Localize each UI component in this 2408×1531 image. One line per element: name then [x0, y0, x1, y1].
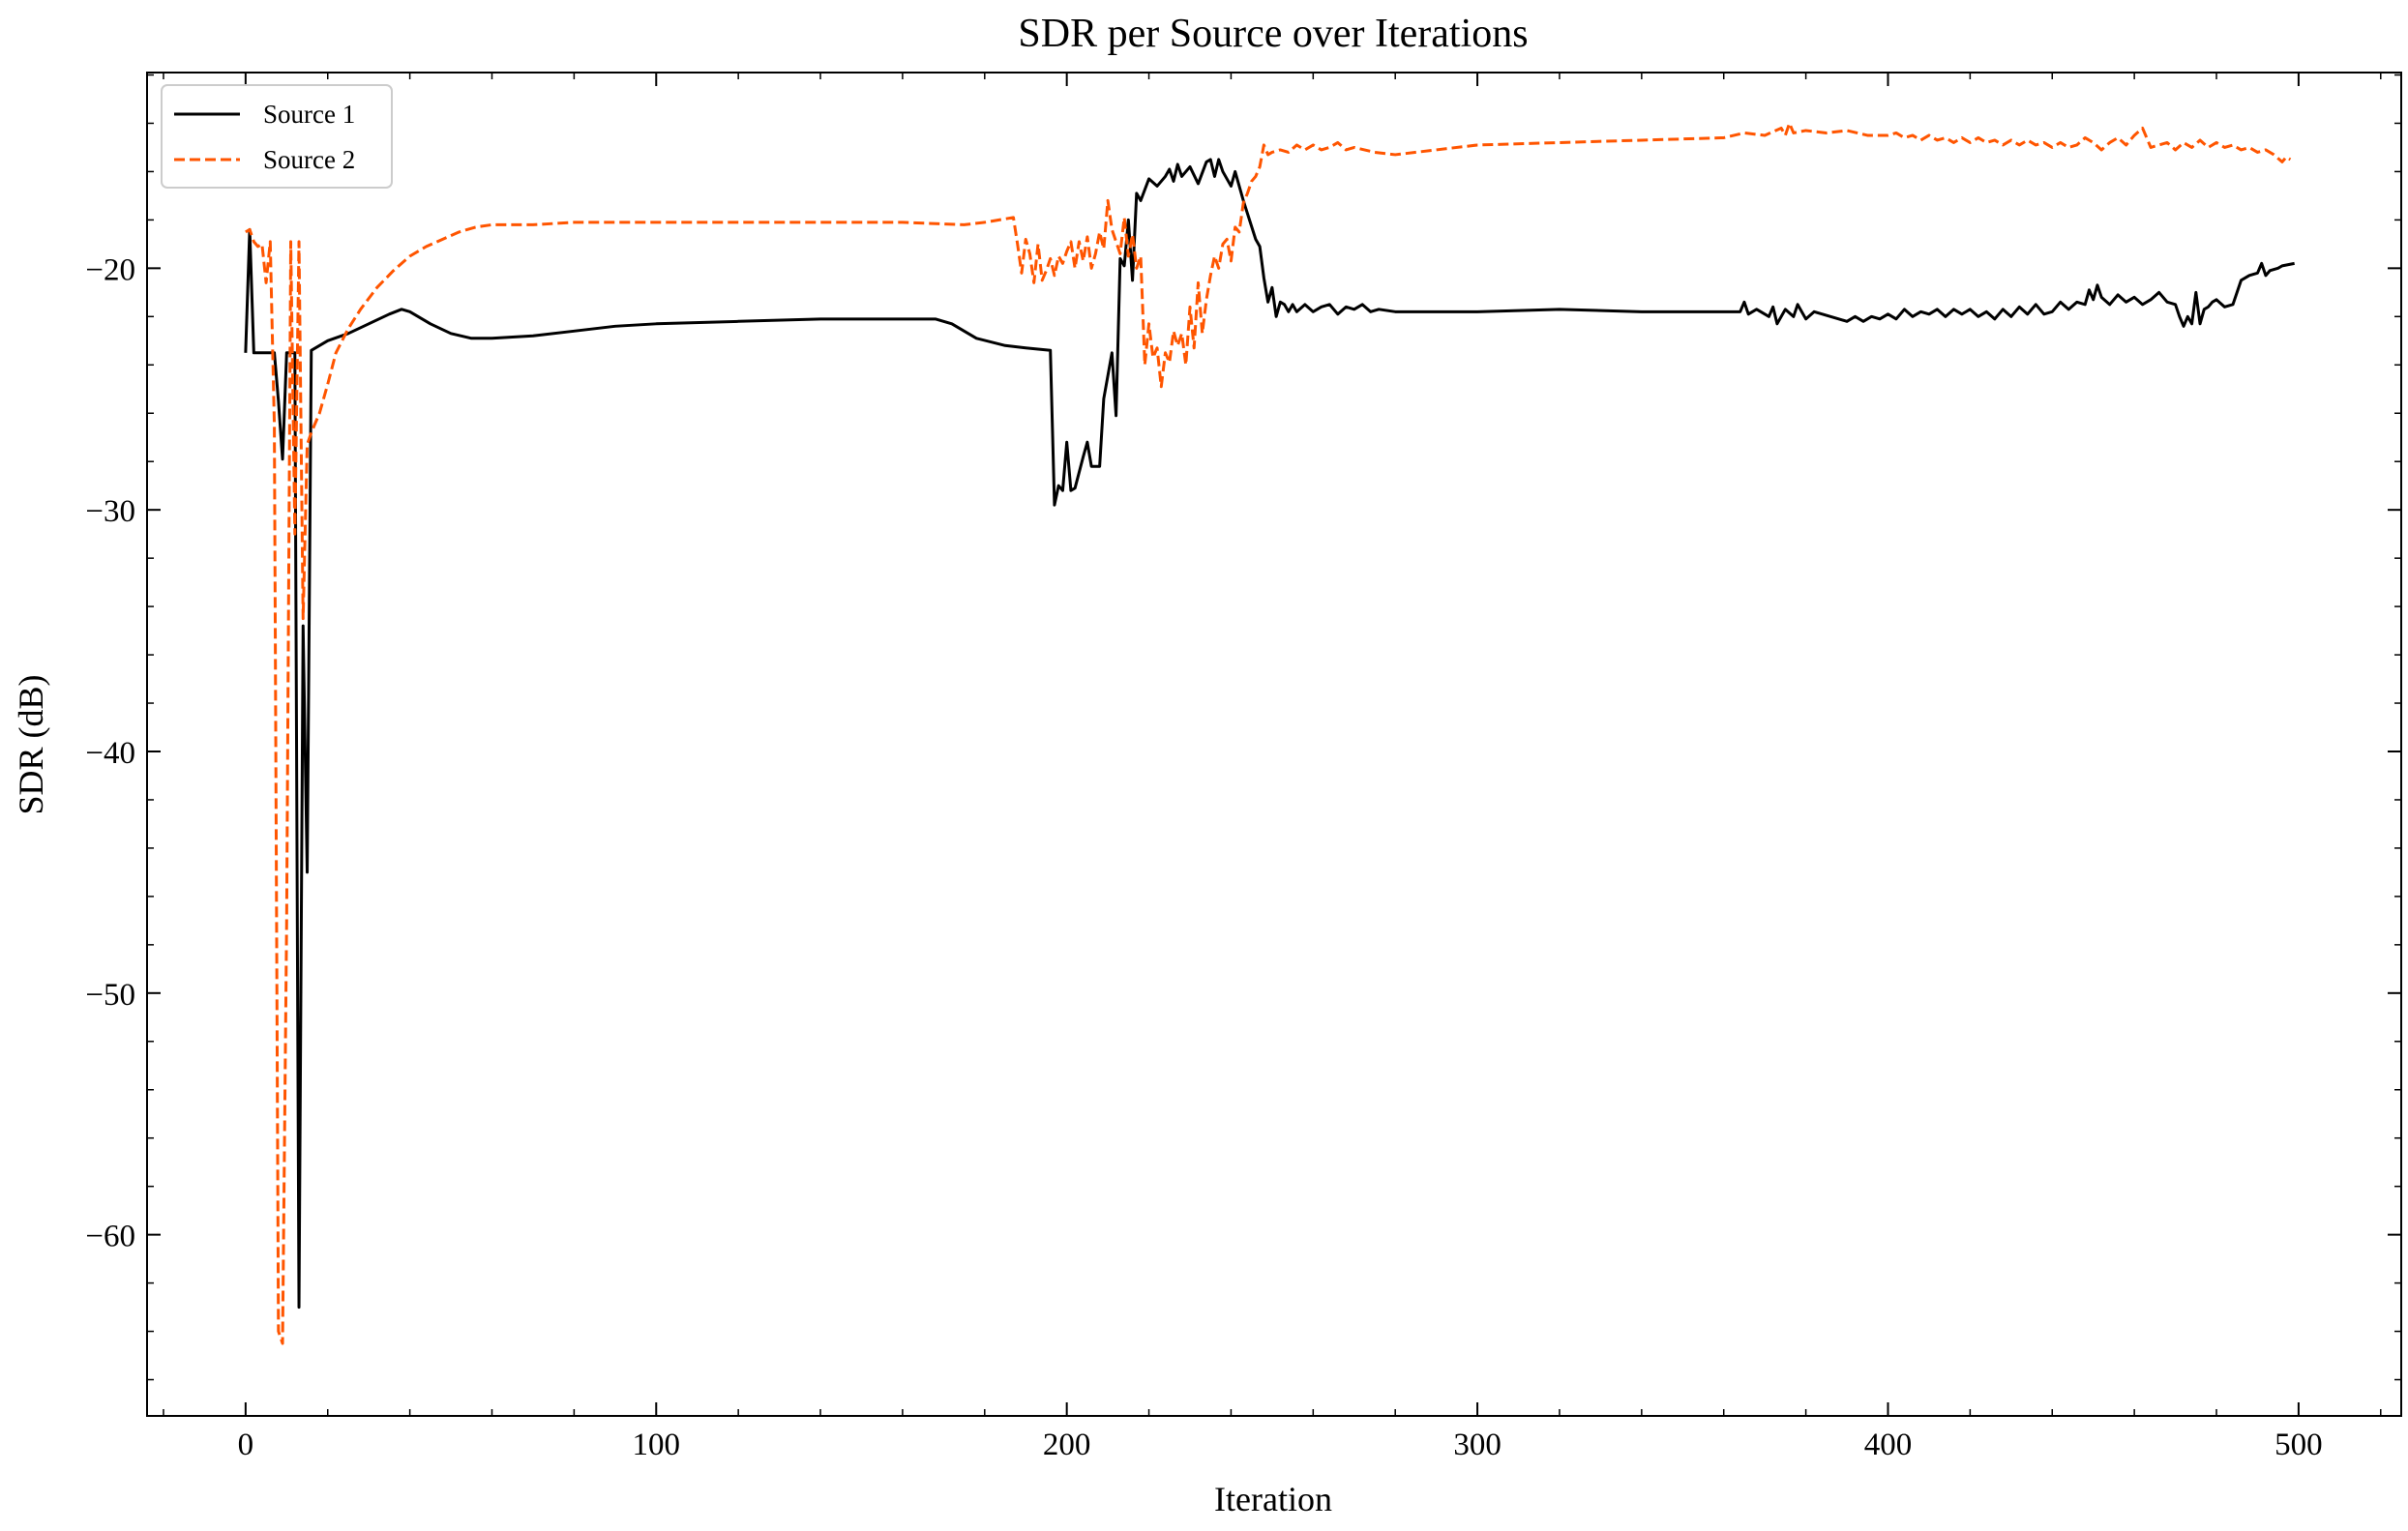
- legend-label-source-2: Source 2: [263, 145, 355, 174]
- legend-label-source-1: Source 1: [263, 100, 355, 129]
- x-tick-label: 100: [633, 1428, 681, 1462]
- chart-title: SDR per Source over Iterations: [1018, 12, 1528, 56]
- x-tick-label: 300: [1453, 1428, 1501, 1462]
- y-tick-label: −50: [85, 978, 135, 1013]
- x-tick-label: 400: [1864, 1428, 1913, 1462]
- ticks-layer: 0 100 200 300 400 500 −60 −50 −40 −30 −20: [85, 73, 2401, 1462]
- y-axis-label: SDR (dB): [12, 674, 50, 814]
- x-axis-label: Iteration: [1214, 1480, 1332, 1518]
- legend: Source 1 Source 2: [161, 84, 393, 189]
- y-tick-label: −30: [85, 494, 135, 529]
- plot-frame: [146, 72, 2402, 1417]
- y-tick-label: −40: [85, 736, 135, 771]
- legend-box: [161, 84, 393, 189]
- y-tick-label: −60: [85, 1220, 135, 1254]
- y-tick-label: −20: [85, 252, 135, 287]
- x-tick-label: 500: [2274, 1428, 2323, 1462]
- x-tick-label: 200: [1043, 1428, 1091, 1462]
- x-tick-label: 0: [238, 1428, 254, 1462]
- series-line-source-1: [244, 158, 2295, 1310]
- series-layer: [244, 121, 2295, 1345]
- series-line-source-2: [245, 121, 2292, 1345]
